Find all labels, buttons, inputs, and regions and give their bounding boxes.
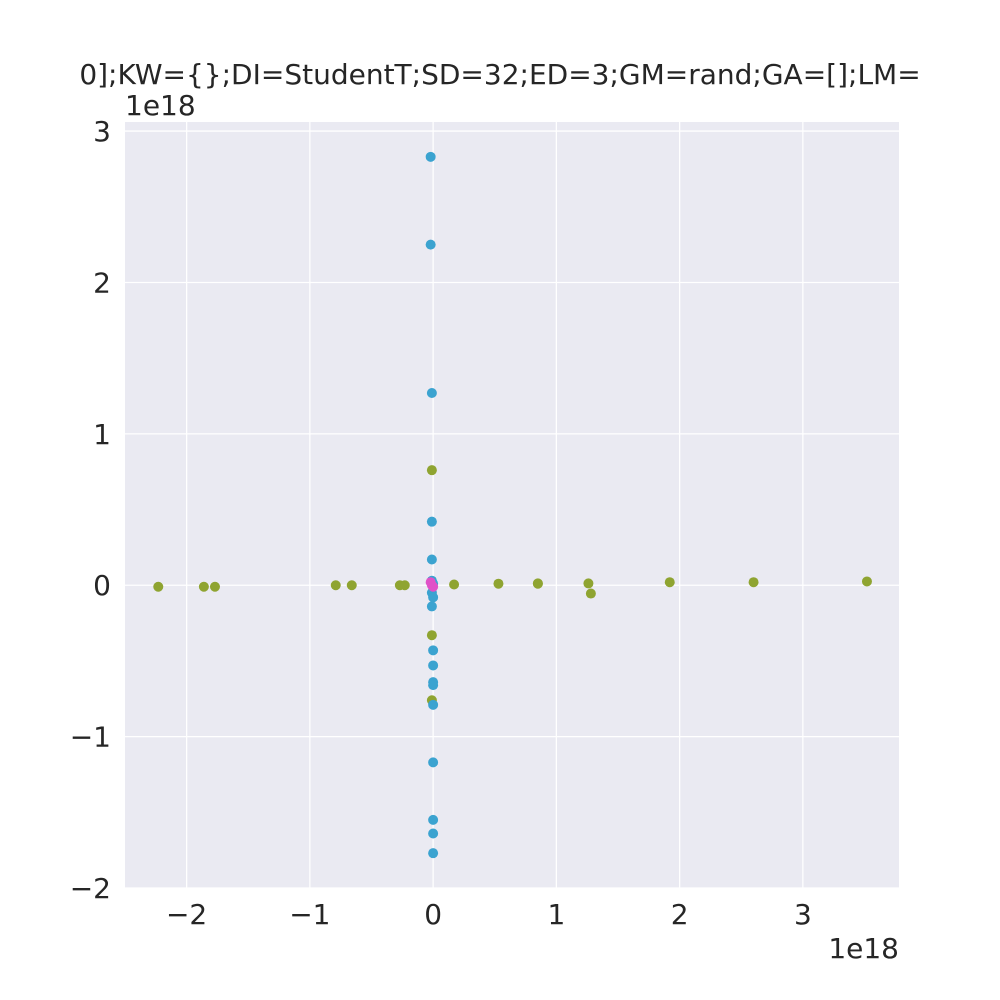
scatter-point-series-1 [664,577,675,588]
scatter-point-series-3 [428,581,439,592]
y-tick-label: 3 [93,115,111,148]
data-points [153,151,872,859]
y-tick-label: 2 [93,266,111,299]
y-axis-ticks: −2 −1 0 1 2 3 [70,115,111,905]
y-tick-label: −2 [70,872,111,905]
x-axis-offset-label: 1e18 [828,932,899,965]
plot-area [125,122,899,888]
gridlines [125,122,899,889]
scatter-point-series-1 [532,578,543,589]
scatter-point-series-2 [426,516,437,527]
scatter-point-series-2 [428,828,439,839]
scatter-point-series-2 [428,699,439,710]
scatter-point-series-1 [426,630,437,641]
scatter-point-series-1 [493,578,504,589]
scatter-point-series-2 [428,814,439,825]
scatter-point-series-1 [585,588,596,599]
scatter-point-series-2 [428,592,439,603]
scatter-point-series-1 [426,465,437,476]
scatter-point-series-2 [426,387,437,398]
y-tick-label: 1 [93,418,111,451]
scatter-point-series-1 [861,576,872,587]
y-tick-label: 0 [93,569,111,602]
x-axis-ticks: −2 −1 0 1 2 3 [166,898,812,931]
x-tick-label: 1 [547,898,565,931]
y-tick-label: −1 [70,721,111,754]
scatter-point-series-2 [426,554,437,565]
x-tick-label: −1 [289,898,330,931]
x-tick-label: 0 [424,898,442,931]
x-tick-label: 3 [794,898,812,931]
scatter-point-series-1 [449,579,460,590]
scatter-point-series-1 [346,580,357,591]
scatter-point-series-2 [428,645,439,656]
scatter-point-series-2 [425,239,436,250]
scatter-point-series-2 [428,660,439,671]
scatter-point-series-1 [198,581,209,592]
scatter-point-series-1 [153,581,164,592]
scatter-point-series-2 [425,151,436,162]
scatter-point-series-1 [399,580,410,591]
scatter-point-series-1 [583,578,594,589]
x-tick-label: −2 [166,898,207,931]
scatter-point-series-1 [209,581,220,592]
scatter-point-series-2 [428,757,439,768]
scatter-point-series-2 [428,848,439,859]
scatter-point-series-2 [428,680,439,691]
x-tick-label: 2 [671,898,689,931]
y-axis-offset-label: 1e18 [125,89,196,122]
scatter-point-series-1 [330,580,341,591]
scatter-point-series-2 [426,601,437,612]
scatter-point-series-1 [748,577,759,588]
chart-title: 0];KW={};DI=StudentT;SD=32;ED=3;GM=rand;… [79,58,920,91]
